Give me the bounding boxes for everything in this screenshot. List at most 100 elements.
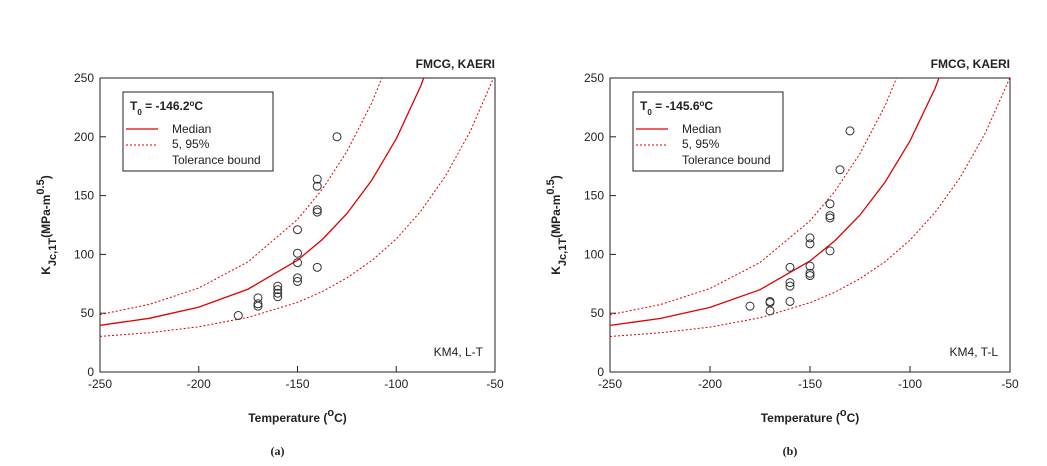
t0-label: T0 = -146.2oC xyxy=(130,99,203,117)
data-point xyxy=(825,199,835,209)
lower-bound xyxy=(100,78,495,337)
y-tick-label: 200 xyxy=(584,130,604,144)
chart-title: FMCG, KAERI xyxy=(931,57,1010,71)
legend-note: Tolerance bound xyxy=(172,153,261,167)
data-point xyxy=(273,281,283,291)
t0-text: = -145.6 xyxy=(652,99,700,113)
x-label-text: Temperature ( xyxy=(761,411,840,425)
data-point xyxy=(253,301,263,311)
data-point xyxy=(765,306,775,316)
t0-symbol: T xyxy=(640,99,648,113)
data-point xyxy=(273,288,283,298)
legend-box xyxy=(122,91,274,172)
data-point xyxy=(785,281,795,291)
data-point xyxy=(805,268,815,278)
t0-sup: o xyxy=(700,99,705,108)
legend-box xyxy=(632,91,784,172)
y-tick-label: 100 xyxy=(584,247,604,261)
x-tick-label: -50 xyxy=(486,377,504,391)
data-point xyxy=(293,248,302,258)
y-label-sup: 0.5 xyxy=(35,179,47,194)
t0-unit: C xyxy=(704,99,713,113)
chart-title: FMCG, KAERI xyxy=(416,57,495,71)
legend-median: Median xyxy=(172,122,211,136)
data-point xyxy=(273,285,283,295)
y-label-symbol: K xyxy=(39,266,53,275)
x-axis-label: Temperature (oC) xyxy=(761,407,860,425)
data-point xyxy=(293,258,302,268)
y-tick-label: 150 xyxy=(74,189,94,203)
data-point xyxy=(312,181,322,191)
y-tick-label: 100 xyxy=(74,247,94,261)
data-point xyxy=(312,262,322,272)
x-tick-label: -250 xyxy=(88,377,112,391)
x-label-sup: o xyxy=(840,407,847,419)
data-point xyxy=(233,311,243,321)
t0-sub: 0 xyxy=(137,108,142,117)
y-tick-label: 250 xyxy=(584,71,604,85)
data-point xyxy=(805,239,815,249)
legend-note: Tolerance bound xyxy=(682,153,771,167)
y-label-sub: Jc,1T xyxy=(557,238,569,266)
y-tick-label: 50 xyxy=(81,306,95,320)
y-axis-label: KJc,1T(MPa-m0.5) xyxy=(545,175,569,274)
x-tick-label: -50 xyxy=(1001,377,1019,391)
data-point xyxy=(253,299,263,309)
annotation: KM4, L-T xyxy=(434,345,484,359)
data-point xyxy=(293,225,302,235)
t0-sup: o xyxy=(190,99,195,108)
data-point xyxy=(273,292,283,302)
x-label-text: Temperature ( xyxy=(248,411,327,425)
y-tick-label: 150 xyxy=(584,189,604,203)
panel: -250 -200 -150 -100 -50 0 50 100 150 200 250 T0 = -… xyxy=(545,57,1019,458)
legend-bounds: 5, 95% xyxy=(682,137,720,151)
data-point xyxy=(835,165,845,175)
y-label-sup: 0.5 xyxy=(545,179,557,194)
data-point xyxy=(845,126,855,136)
y-label-unit: (MPa-m xyxy=(39,195,53,238)
t0-label: T0 = -145.6oC xyxy=(640,99,713,117)
t0-text: = -146.2 xyxy=(142,99,190,113)
data-point xyxy=(785,296,795,306)
x-label-end: C) xyxy=(334,411,347,425)
x-tick-label: -200 xyxy=(698,377,722,391)
x-tick-label: -100 xyxy=(898,377,922,391)
data-point xyxy=(332,132,342,142)
median-curve xyxy=(100,78,425,326)
annotation: KM4, T-L xyxy=(950,345,999,359)
data-point xyxy=(785,278,795,288)
y-tick-label: 0 xyxy=(87,365,94,379)
x-label-sup: o xyxy=(327,407,334,419)
y-tick-label: 50 xyxy=(591,306,605,320)
x-tick-label: -150 xyxy=(285,377,309,391)
data-point xyxy=(312,207,322,217)
x-tick-label: -100 xyxy=(384,377,408,391)
y-tick-label: 200 xyxy=(74,130,94,144)
y-label-unit: (MPa-m xyxy=(549,195,563,238)
x-tick-label: -200 xyxy=(187,377,211,391)
data-point xyxy=(825,213,835,223)
caption: (a) xyxy=(271,444,285,458)
y-tick-label: 0 xyxy=(597,365,604,379)
x-axis-label: Temperature (oC) xyxy=(248,407,347,425)
data-point xyxy=(825,211,835,221)
x-tick-label: -150 xyxy=(798,377,822,391)
y-label-end: ) xyxy=(549,175,563,179)
t0-unit: C xyxy=(194,99,203,113)
y-label-sub: Jc,1T xyxy=(47,238,59,266)
curves xyxy=(100,78,495,337)
data-point xyxy=(805,261,815,271)
data-point xyxy=(825,246,835,256)
data-point xyxy=(745,301,755,311)
data-point xyxy=(312,205,322,215)
lower-bound xyxy=(610,78,1010,337)
data-point xyxy=(805,271,815,281)
x-tick-label: -250 xyxy=(598,377,622,391)
data-point xyxy=(785,262,795,272)
upper-bound xyxy=(610,78,898,316)
median-curve xyxy=(610,78,940,327)
